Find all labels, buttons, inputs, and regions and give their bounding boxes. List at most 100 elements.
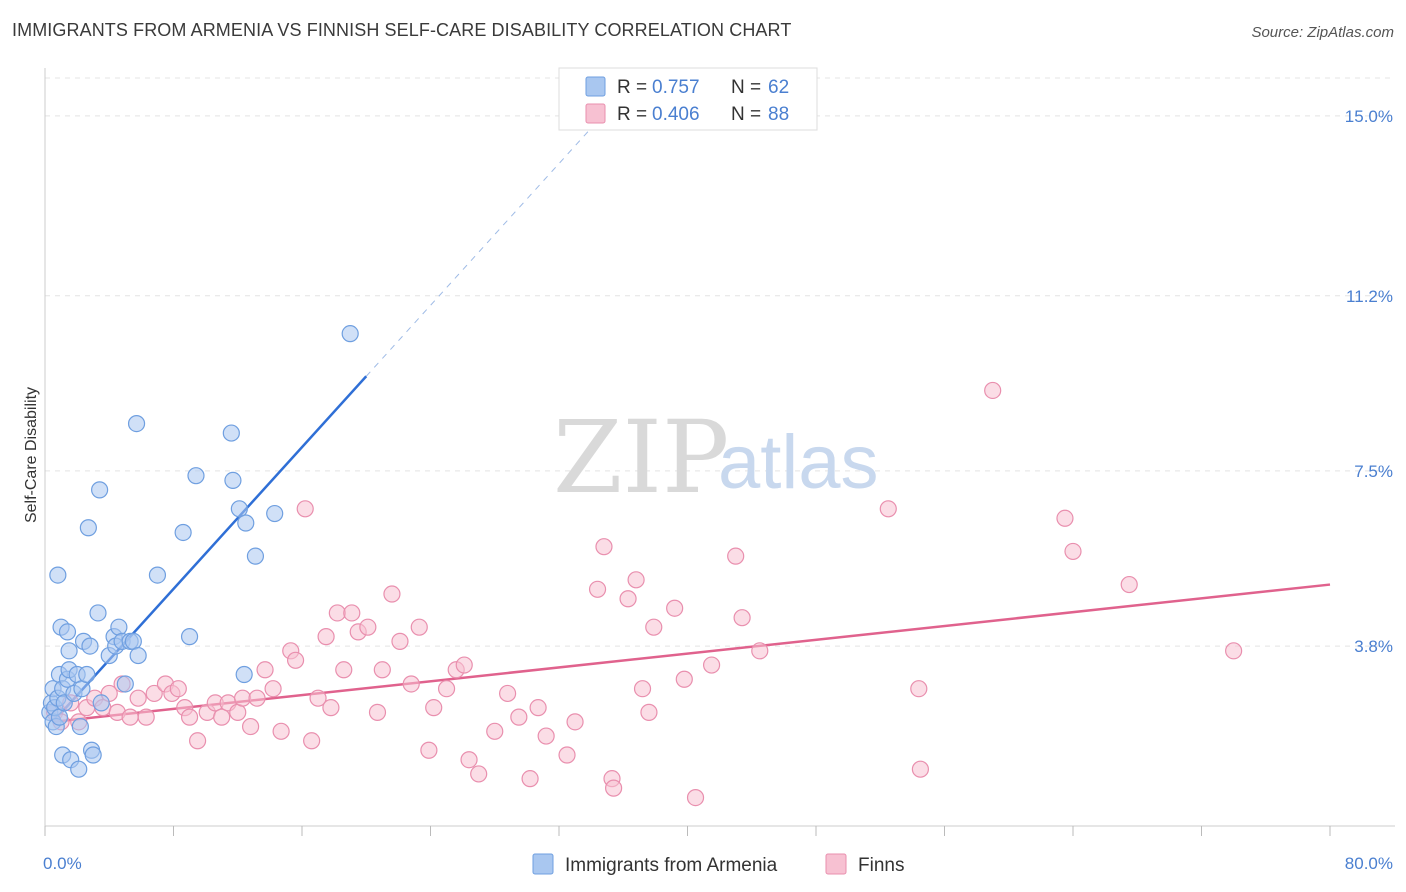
data-point-finns: [460, 751, 478, 769]
y-tick-label: 3.8%: [1354, 637, 1393, 656]
data-point-finns: [272, 722, 290, 740]
data-points: [41, 325, 1243, 807]
legend-n-label-armenia: N =: [731, 77, 761, 98]
bottom-legend: Immigrants from Armenia Finns: [532, 853, 904, 876]
data-point-armenia: [58, 623, 77, 641]
legend-r-value-finns: 0.406: [652, 104, 700, 125]
data-point-finns: [1056, 509, 1074, 527]
data-point-finns: [510, 708, 528, 726]
data-point-armenia: [129, 646, 147, 665]
data-point-finns: [529, 699, 547, 717]
data-point-finns: [666, 599, 684, 617]
legend-swatch-armenia: [585, 76, 606, 97]
legend-r-label-armenia: R =: [617, 77, 647, 98]
data-point-finns: [702, 656, 721, 674]
data-point-finns: [425, 699, 443, 717]
data-point-armenia: [50, 708, 69, 726]
bottom-legend-swatch-finns: [825, 853, 847, 875]
x-tick-labels: 0.0% 80.0%: [43, 854, 1393, 873]
data-point-finns: [1225, 642, 1243, 660]
data-point-finns: [391, 632, 409, 650]
data-point-armenia: [341, 325, 359, 343]
data-point-finns: [633, 680, 652, 698]
y-axis-label: Self-Care Disability: [23, 387, 40, 523]
data-point-finns: [286, 651, 305, 669]
data-point-finns: [303, 732, 321, 750]
trend-line-finns: [52, 583, 1331, 724]
grid-lines: [45, 77, 1395, 647]
data-point-armenia: [84, 746, 102, 764]
data-point-armenia: [180, 628, 199, 646]
data-point-armenia: [110, 618, 128, 636]
bottom-legend-swatch-armenia: [532, 853, 554, 875]
x-tick-label-min: 0.0%: [43, 854, 82, 873]
data-point-armenia: [92, 694, 110, 712]
data-point-finns: [879, 500, 897, 518]
data-point-finns: [727, 547, 745, 565]
data-point-finns: [910, 680, 928, 698]
legend-n-value-armenia: 62: [768, 77, 789, 98]
data-point-finns: [911, 760, 930, 778]
watermark-zip: ZIP: [553, 399, 729, 516]
data-point-finns: [521, 770, 539, 788]
data-point-armenia: [60, 642, 78, 660]
data-point-finns: [213, 708, 231, 726]
y-tick-label: 7.5%: [1354, 462, 1393, 481]
data-point-finns: [437, 680, 456, 698]
data-point-finns: [242, 717, 260, 736]
legend-swatch-finns: [585, 103, 606, 124]
legend-n-label-finns: N =: [731, 104, 761, 125]
data-point-finns: [420, 741, 438, 759]
data-point-finns: [751, 642, 769, 660]
data-point-armenia: [71, 717, 89, 736]
data-point-finns: [145, 684, 163, 703]
legend-n-value-finns: 88: [768, 104, 789, 125]
data-point-finns: [645, 618, 663, 636]
data-point-armenia: [81, 637, 99, 655]
data-point-finns: [402, 675, 420, 693]
data-point-armenia: [235, 665, 253, 684]
data-point-finns: [248, 689, 266, 707]
data-point-finns: [605, 779, 623, 797]
data-point-finns: [686, 788, 705, 807]
data-point-finns: [317, 628, 335, 646]
data-point-finns: [322, 699, 340, 717]
data-point-armenia: [116, 675, 134, 693]
data-point-finns: [1064, 542, 1082, 561]
data-point-finns: [588, 580, 607, 598]
data-point-armenia: [224, 471, 242, 490]
data-point-armenia: [70, 760, 88, 778]
data-point-finns: [537, 727, 555, 745]
data-point-armenia: [237, 514, 255, 532]
data-point-finns: [499, 684, 517, 703]
data-point-armenia: [91, 481, 109, 499]
data-point-finns: [328, 604, 346, 622]
data-point-finns: [256, 661, 274, 679]
data-point-armenia: [79, 519, 97, 537]
data-point-armenia: [78, 665, 96, 684]
data-point-finns: [359, 618, 377, 636]
trend-lines: [52, 127, 1331, 724]
data-point-finns: [180, 708, 199, 726]
chart-title: IMMIGRANTS FROM ARMENIA VS FINNISH SELF-…: [12, 20, 792, 40]
data-point-finns: [470, 765, 488, 783]
data-point-finns: [233, 689, 252, 707]
y-tick-label: 11.2%: [1346, 287, 1393, 306]
data-point-finns: [558, 746, 576, 764]
data-point-finns: [733, 609, 751, 627]
data-point-finns: [383, 585, 401, 603]
legend-r-label-finns: R =: [617, 104, 647, 125]
data-point-finns: [137, 708, 155, 726]
data-point-finns: [410, 618, 428, 636]
data-point-armenia: [230, 500, 248, 518]
data-point-armenia: [266, 504, 284, 523]
data-point-armenia: [49, 566, 67, 584]
data-point-finns: [566, 713, 584, 731]
data-point-finns: [627, 571, 645, 589]
legend-box: R = 0.757 N = 62 R = 0.406 N = 88: [558, 67, 818, 131]
data-point-armenia: [73, 680, 91, 698]
trend-extension-armenia: [365, 127, 592, 377]
source-label: Source: ZipAtlas.com: [1251, 24, 1394, 41]
trend-line-armenia: [52, 375, 368, 723]
data-point-armenia: [187, 467, 205, 485]
